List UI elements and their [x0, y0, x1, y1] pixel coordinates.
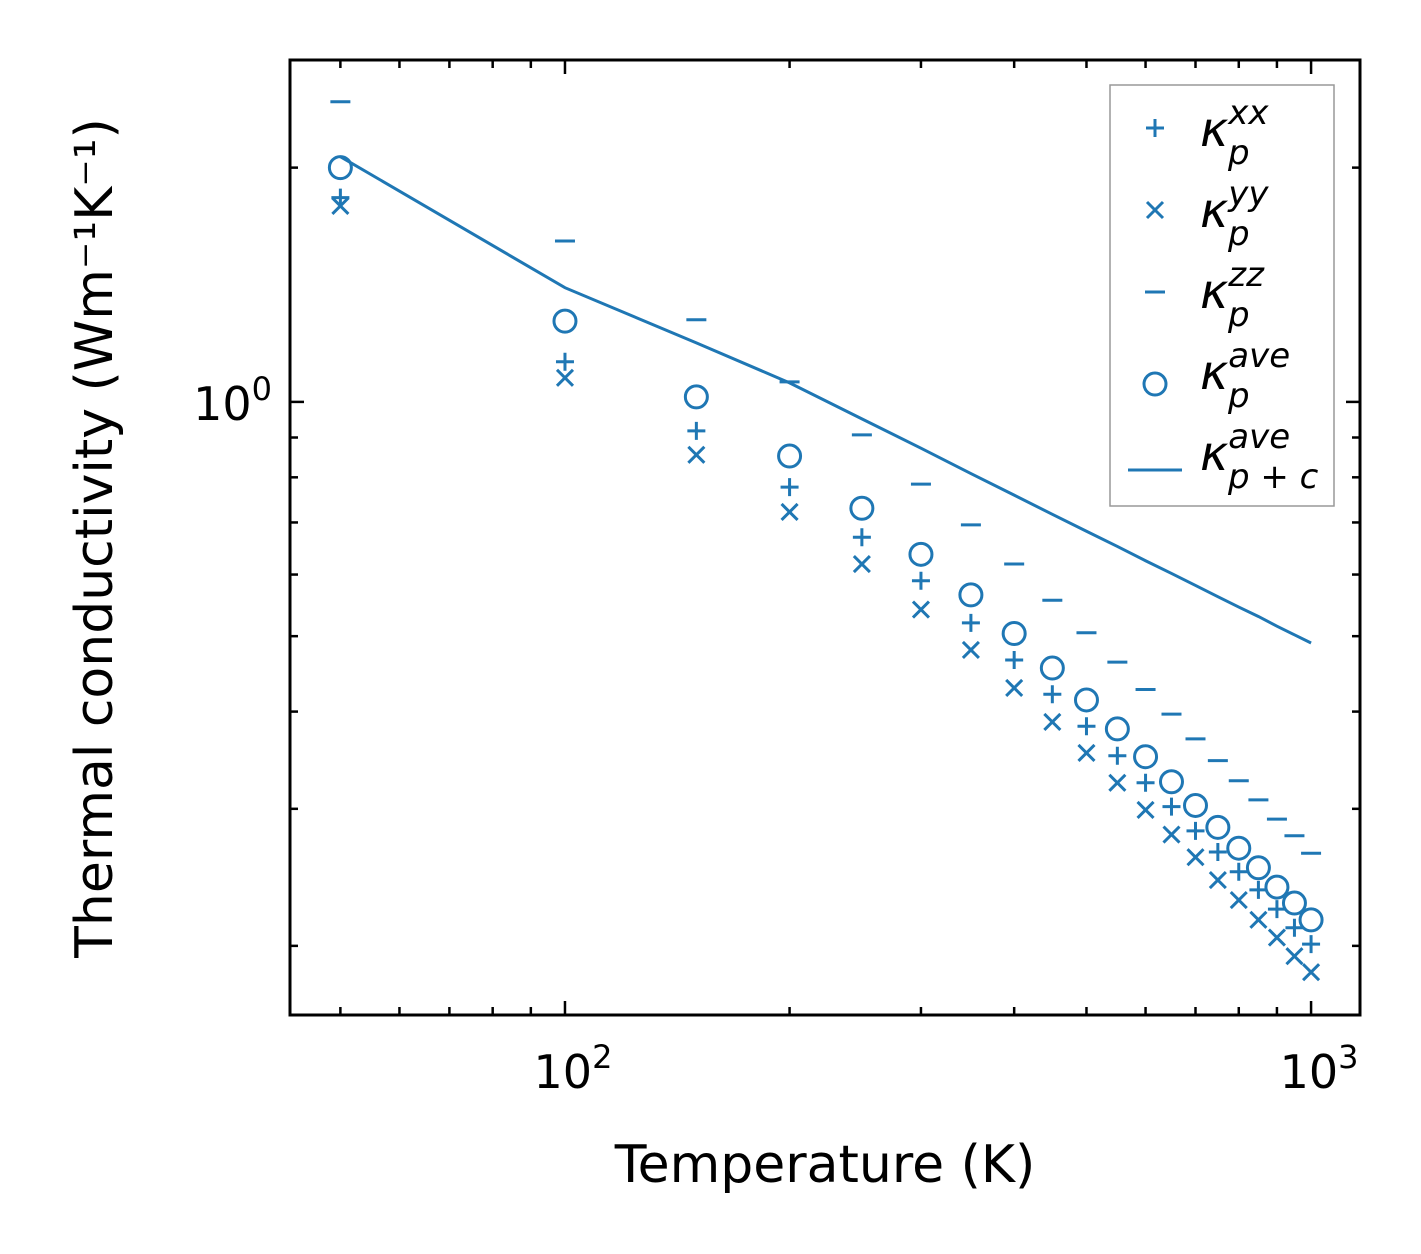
x-axis-label: Temperature (K) [614, 1135, 1036, 1195]
x-tick-label: 102 [534, 1038, 613, 1099]
point-kappa_p_yy [1043, 712, 1062, 731]
point-kappa_p_yy [961, 640, 980, 660]
point-kappa_p_xx [1229, 862, 1248, 881]
point-kappa_p_xx [1208, 843, 1227, 862]
point-kappa_p_xx [687, 421, 706, 440]
point-kappa_p_ave [1073, 687, 1099, 713]
y-tick-label: 100 [193, 370, 272, 431]
point-kappa_p_yy [1108, 773, 1127, 792]
point-kappa_p_ave [1205, 814, 1231, 840]
point-kappa_p_ave [1281, 890, 1307, 916]
point-kappa_p_ave [1245, 855, 1271, 881]
point-kappa_p_yy [1302, 963, 1321, 982]
legend-item-kappa_p_zz: κzz p [1145, 255, 1265, 335]
point-kappa_p_xx [911, 571, 930, 590]
point-kappa_p_ave [1183, 792, 1208, 818]
point-kappa_p_yy [1162, 825, 1181, 844]
point-kappa_p_yy [687, 445, 706, 464]
point-kappa_p_yy [1186, 848, 1205, 867]
legend-label: κave p + c [1200, 417, 1319, 497]
point-kappa_p_ave [1133, 744, 1159, 770]
point-kappa_p_xx [1249, 880, 1268, 899]
legend-marker-icon [1146, 119, 1164, 137]
point-kappa_p_yy [1136, 800, 1155, 820]
point-kappa_p_yy [911, 600, 931, 619]
series-kappa_p_yy [331, 196, 1321, 982]
point-kappa_p_xx [331, 188, 350, 207]
point-kappa_p_yy [1077, 743, 1096, 762]
series-kappa_p_xx [331, 188, 1321, 954]
point-kappa_p_ave [1298, 907, 1324, 933]
point-kappa_p_ave [1158, 769, 1184, 795]
point-kappa_p_xx [1005, 650, 1024, 669]
legend-label: κzz p [1200, 255, 1265, 335]
legend-marker-icon [1142, 371, 1168, 397]
point-kappa_p_xx [1162, 797, 1181, 816]
legend-frame [1109, 84, 1335, 507]
point-kappa_p_ave [1264, 874, 1290, 900]
legend-label: κave p [1200, 336, 1290, 416]
line-kappa_pc_ave [339, 155, 1312, 645]
point-kappa_p_xx [1302, 935, 1321, 954]
point-kappa_p_ave [1039, 655, 1065, 681]
point-kappa_p_ave [908, 541, 934, 567]
point-kappa_p_ave [1104, 716, 1130, 742]
x-tick-labels: 102 103 [534, 1038, 1359, 1099]
point-kappa_p_xx [1285, 918, 1304, 937]
point-kappa_p_yy [1005, 678, 1024, 697]
point-kappa_p_ave [552, 308, 578, 334]
point-kappa_p_yy [1267, 928, 1286, 947]
point-kappa_p_yy [1285, 947, 1304, 966]
point-kappa_p_xx [555, 352, 574, 371]
data-marks [327, 100, 1324, 982]
point-kappa_p_ave [327, 155, 353, 181]
point-kappa_p_xx [1136, 773, 1155, 792]
point-kappa_p_ave [958, 582, 984, 608]
point-kappa_p_ave [1001, 620, 1027, 646]
point-kappa_p_xx [1108, 746, 1127, 765]
point-kappa_p_yy [1229, 891, 1248, 910]
point-kappa_p_ave [849, 495, 875, 521]
point-kappa_p_xx [1186, 821, 1205, 840]
point-kappa_p_yy [331, 196, 350, 215]
point-kappa_p_xx [1267, 900, 1286, 919]
point-kappa_p_xx [1043, 685, 1062, 704]
legend-label: κxx p [1200, 93, 1269, 173]
legend-item-kappa_p_xx: κxx p [1146, 93, 1269, 173]
point-kappa_p_yy [555, 368, 575, 387]
x-tick-label: 103 [1280, 1038, 1359, 1099]
point-kappa_p_xx [780, 478, 799, 497]
point-kappa_p_xx [852, 528, 871, 547]
point-kappa_p_yy [852, 554, 871, 574]
series-kappa_p_zz [330, 100, 1322, 855]
point-kappa_p_ave [1226, 835, 1252, 861]
point-kappa_p_yy [780, 502, 799, 522]
point-kappa_p_xx [1077, 717, 1096, 736]
point-kappa_p_yy [1208, 870, 1227, 890]
point-kappa_p_yy [1249, 910, 1268, 929]
y-tick-labels: 100 [193, 370, 272, 431]
y-axis-label: Thermal conductivity (Wm⁻¹K⁻¹) [65, 118, 125, 959]
legend-item-kappa_p_ave: κave p [1142, 336, 1290, 416]
legend-label: κyy p [1200, 174, 1269, 254]
series-kappa_pc_ave [339, 155, 1312, 645]
series-kappa_p_ave [327, 155, 1324, 933]
legend-item-kappa_pc_ave: κave p + c [1128, 417, 1319, 497]
point-kappa_p_xx [961, 613, 980, 632]
legend-item-kappa_p_yy: κyy p [1145, 174, 1269, 254]
plot-frame [288, 58, 1362, 1017]
legend-marker-icon [1145, 200, 1165, 220]
point-kappa_p_ave [683, 384, 709, 410]
point-kappa_p_ave [777, 443, 803, 469]
